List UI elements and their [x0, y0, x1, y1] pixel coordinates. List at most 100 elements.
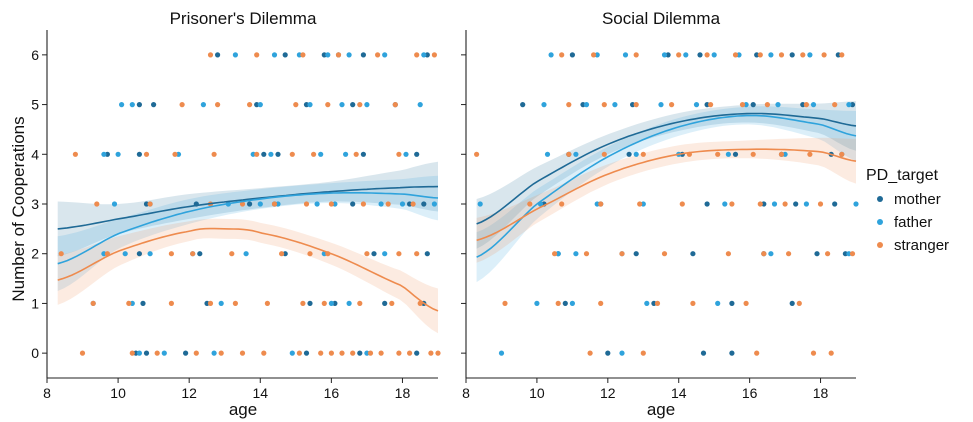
ci-band-stranger [476, 137, 856, 263]
point-father [498, 350, 505, 356]
legend-marker-stranger [877, 242, 883, 248]
point-father [382, 251, 388, 257]
point-father [364, 102, 370, 108]
point-stranger [72, 151, 78, 157]
point-stranger [229, 251, 235, 257]
point-stranger [431, 52, 437, 58]
point-stranger [303, 201, 310, 207]
point-stranger [215, 102, 221, 108]
point-mother [729, 300, 735, 306]
point-stranger [410, 201, 416, 207]
point-father [325, 52, 331, 58]
y-tick-label: 3 [31, 196, 39, 212]
point-stranger [757, 52, 763, 58]
point-father [853, 201, 859, 207]
point-stranger [218, 350, 224, 356]
point-father [200, 102, 206, 108]
point-mother [136, 102, 142, 108]
point-stranger [335, 52, 342, 58]
point-mother [151, 102, 157, 108]
point-stranger [193, 350, 199, 356]
point-stranger [147, 201, 153, 207]
point-father [339, 102, 345, 108]
point-father [640, 201, 646, 207]
point-stranger [761, 251, 767, 257]
point-stranger [757, 201, 763, 207]
point-stranger [254, 52, 260, 58]
point-stranger [94, 201, 100, 207]
point-stranger [232, 300, 238, 306]
legend-title: PD_target [866, 167, 939, 184]
point-stranger [676, 52, 682, 58]
fit-line-mother [57, 185, 439, 230]
point-stranger [339, 350, 345, 356]
point-mother [254, 102, 260, 108]
point-father [768, 52, 774, 58]
point-father [243, 251, 249, 257]
point-stranger [704, 52, 710, 58]
point-stranger [559, 52, 565, 58]
point-stranger [527, 201, 533, 207]
point-stranger [782, 201, 788, 207]
y-tick-label: 4 [31, 146, 39, 162]
y-tick-label: 1 [31, 295, 39, 311]
point-father [725, 151, 732, 157]
point-mother [350, 201, 356, 207]
point-stranger [661, 251, 668, 257]
ci-band-stranger [57, 218, 438, 334]
point-father [548, 52, 554, 58]
point-stranger [79, 350, 86, 356]
fit-line-mother [476, 112, 857, 225]
point-stranger [328, 201, 334, 207]
point-father [129, 102, 135, 108]
point-stranger [743, 300, 749, 306]
point-father [658, 102, 664, 108]
point-stranger [296, 350, 302, 356]
point-stranger [414, 251, 420, 257]
point-father [346, 300, 352, 306]
point-stranger [598, 201, 604, 207]
point-stranger [633, 102, 639, 108]
point-stranger [172, 151, 178, 157]
point-father [612, 102, 618, 108]
point-stranger [619, 251, 625, 257]
point-stranger [832, 102, 838, 108]
point-stranger [786, 251, 792, 257]
point-father [364, 350, 370, 356]
point-stranger [378, 350, 384, 356]
point-mother [303, 350, 310, 356]
point-stranger [739, 102, 746, 108]
point-stranger [129, 350, 135, 356]
point-stranger [555, 300, 561, 306]
point-stranger [583, 251, 590, 257]
point-mother [704, 201, 710, 207]
point-mother [800, 102, 806, 108]
point-stranger [640, 350, 646, 356]
point-mother [183, 350, 189, 356]
point-stranger [350, 350, 356, 356]
point-stranger [566, 102, 572, 108]
x-tick-label: 16 [324, 385, 340, 401]
point-stranger [825, 251, 831, 257]
point-mother [520, 102, 526, 108]
point-stranger [601, 102, 607, 108]
point-mother [793, 201, 799, 207]
point-stranger [598, 300, 604, 306]
point-mother [360, 52, 366, 58]
point-father [534, 300, 540, 306]
point-stranger [407, 350, 413, 356]
point-stranger [807, 151, 813, 157]
point-stranger [821, 52, 827, 58]
point-father [711, 52, 717, 58]
point-mother [261, 151, 267, 157]
y-tick-label: 6 [31, 47, 39, 63]
point-father [268, 151, 274, 157]
point-father [307, 102, 313, 108]
point-stranger [293, 102, 299, 108]
y-tick-label: 0 [31, 345, 39, 361]
point-mother [424, 251, 430, 257]
point-stranger [725, 251, 732, 257]
point-stranger [325, 102, 331, 108]
point-stranger [414, 52, 420, 58]
point-stranger [353, 151, 359, 157]
